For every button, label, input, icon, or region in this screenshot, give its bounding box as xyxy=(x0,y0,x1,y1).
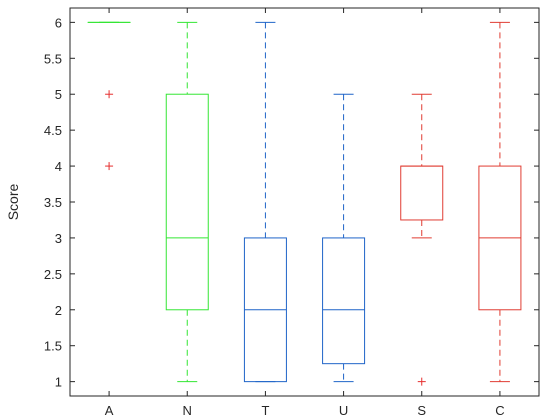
y-tick-label: 4.5 xyxy=(44,123,62,138)
y-tick-label: 5.5 xyxy=(44,51,62,66)
outlier-marker xyxy=(105,90,114,99)
y-tick-label: 6 xyxy=(55,15,62,30)
box-group-c xyxy=(478,21,522,383)
outlier-marker xyxy=(105,162,114,171)
iqr-box xyxy=(165,93,209,311)
x-tick-label: N xyxy=(183,403,192,418)
box-group-s xyxy=(400,93,444,386)
y-tick-label: 3 xyxy=(55,231,62,246)
y-axis-title: Score xyxy=(5,184,21,221)
box-group-n xyxy=(165,21,209,383)
x-tick-label: S xyxy=(417,403,426,418)
y-tick-label: 5 xyxy=(55,87,62,102)
x-tick-label: A xyxy=(105,403,114,418)
y-tick-label: 4 xyxy=(55,159,62,174)
x-tick-label: C xyxy=(495,403,504,418)
outlier-marker xyxy=(417,377,426,386)
x-tick-label: T xyxy=(261,403,269,418)
plot-frame xyxy=(69,7,540,397)
box-group-a xyxy=(87,21,131,171)
y-tick-label: 2 xyxy=(55,303,62,318)
iqr-box xyxy=(322,237,366,365)
box-group-t xyxy=(243,21,287,383)
box-group-u xyxy=(322,93,366,383)
y-axis: 1 1.5 2 2.5 3 3.5 4 4.5 5 5.5 6 xyxy=(44,15,539,390)
plot-elements xyxy=(87,21,522,386)
y-tick-label: 3.5 xyxy=(44,195,62,210)
y-tick-label: 2.5 xyxy=(44,267,62,282)
x-tick-label: U xyxy=(339,403,348,418)
iqr-box xyxy=(400,165,444,221)
y-tick-label: 1.5 xyxy=(44,339,62,354)
y-tick-label: 1 xyxy=(55,375,62,390)
